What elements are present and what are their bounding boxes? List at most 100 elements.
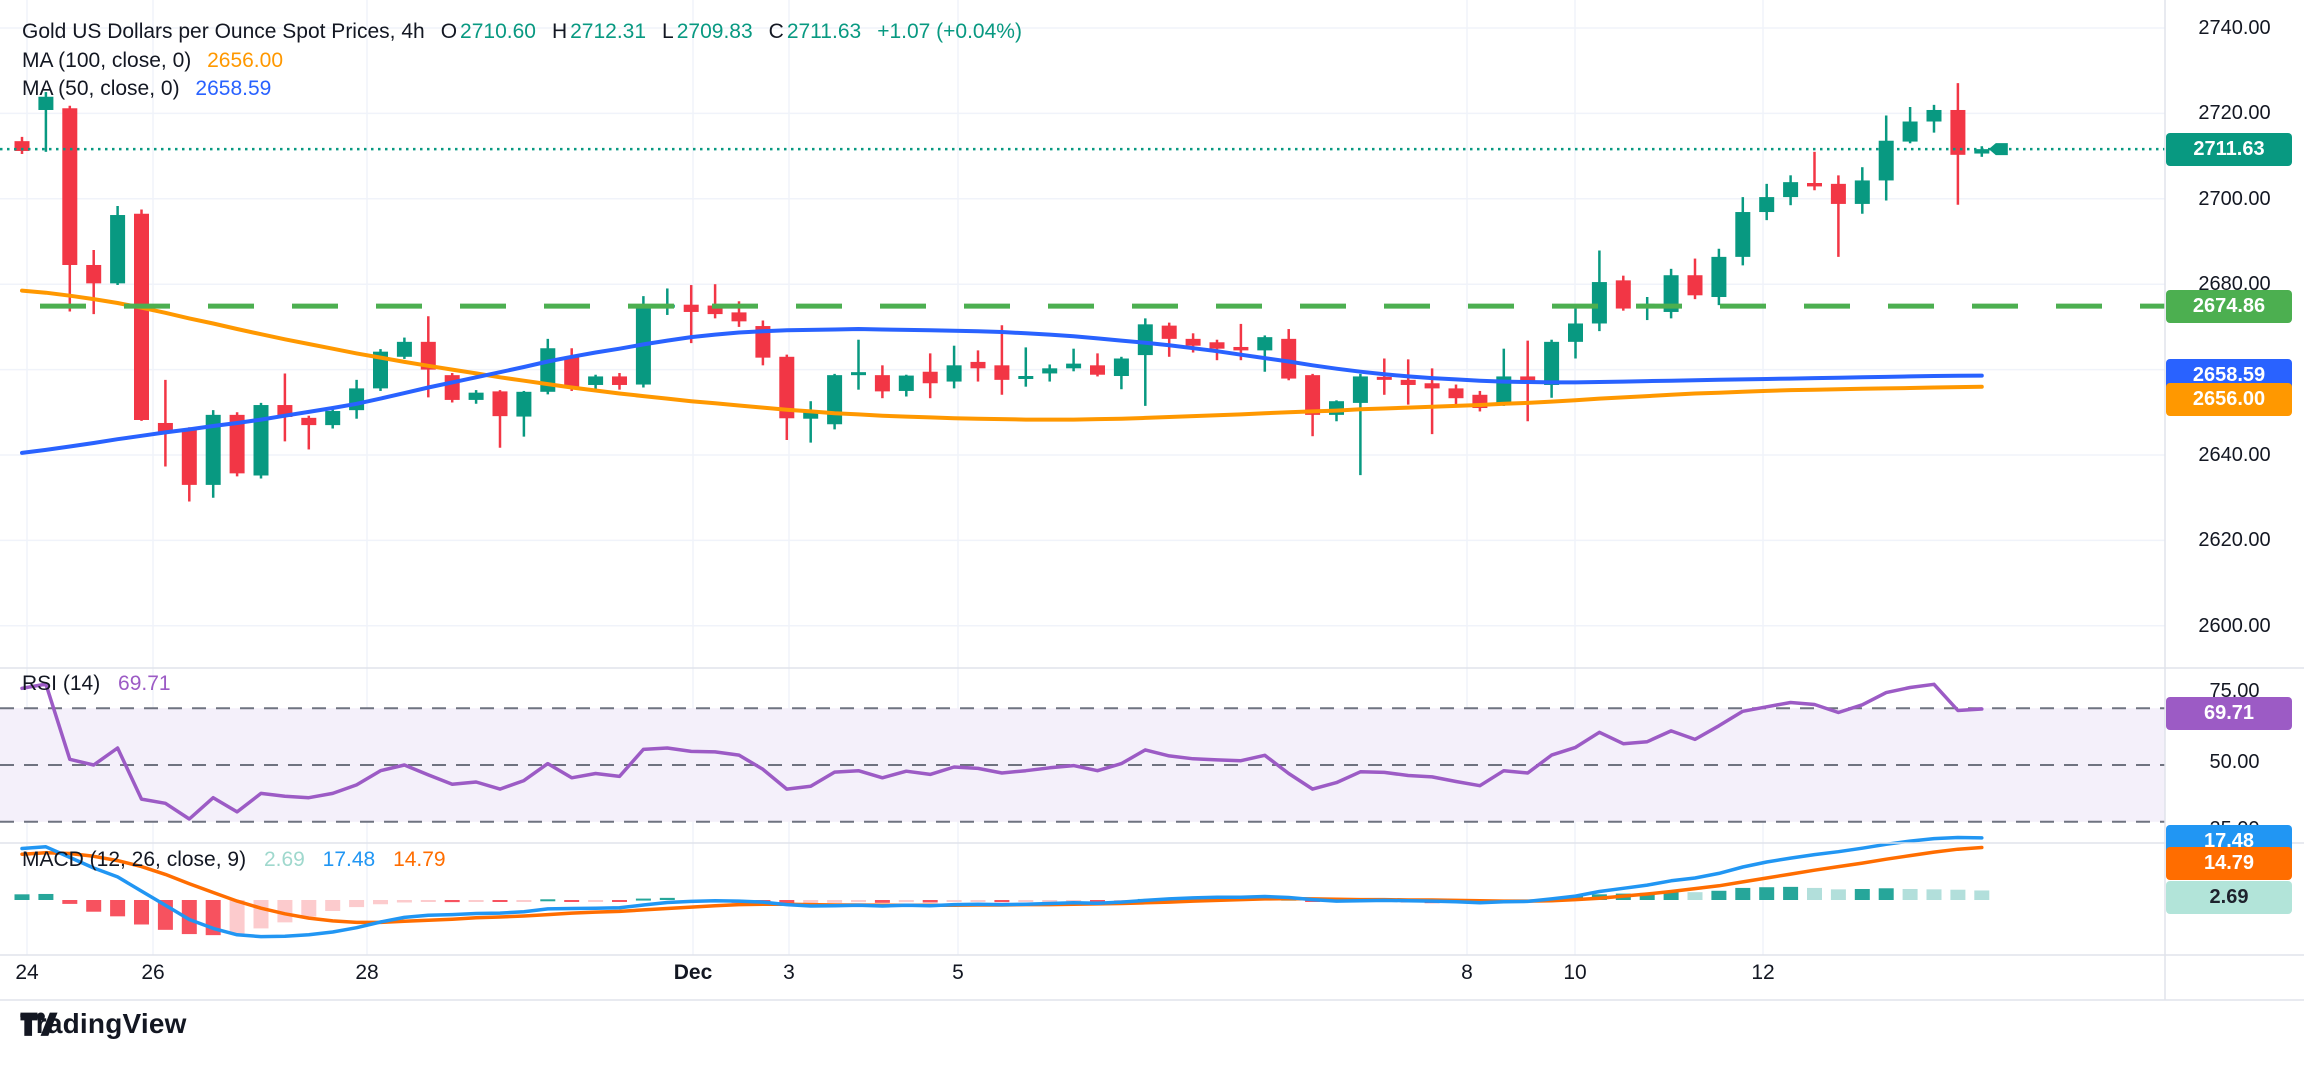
- macd-hist-bar: [1018, 900, 1034, 902]
- macd-hist-bar: [420, 900, 436, 902]
- macd-hist-bar: [444, 900, 460, 903]
- candle-body: [1807, 183, 1822, 187]
- macd-hist-bar: [659, 897, 675, 900]
- candle-body: [205, 414, 221, 485]
- macd-hist-bar: [62, 900, 78, 904]
- level-price-badge: 2674.86: [2166, 289, 2292, 323]
- macd-hist-bar: [468, 900, 484, 902]
- macd-hist-bar: [1759, 887, 1775, 900]
- macd-hist-bar: [349, 900, 365, 908]
- ohlc-close: C 2711.63: [768, 20, 862, 43]
- macd-hist-bar: [110, 900, 126, 917]
- ma50-value: 2658.59: [195, 77, 272, 100]
- candle-body: [1161, 325, 1177, 339]
- macd-hist-bar: [898, 900, 914, 903]
- macd-hist-bar: [779, 900, 795, 904]
- macd-hist-bar: [1902, 888, 1918, 900]
- macd-signal-badge: 14.79: [2166, 846, 2292, 880]
- ma100-value: 2656.00: [207, 49, 284, 72]
- macd-hist-bar: [38, 893, 54, 900]
- tradingview-logo-icon: [20, 1012, 58, 1036]
- candle-body: [1663, 275, 1679, 312]
- candle-body: [1066, 363, 1082, 369]
- macd-hist-value: 2.69: [263, 848, 305, 871]
- candle-body: [1209, 342, 1225, 349]
- macd-hist-bar: [540, 899, 556, 902]
- ohlc-high: H 2712.31: [551, 20, 647, 43]
- macd-hist-bar: [325, 900, 341, 912]
- candle-body: [779, 356, 795, 419]
- candle-body: [229, 414, 245, 474]
- rsi-axis-label: 75.00: [2209, 680, 2260, 702]
- candle-body: [612, 376, 627, 385]
- macd-hist-bar: [1663, 891, 1679, 900]
- macd-hist-bar: [492, 900, 508, 902]
- time-axis-label: 5: [952, 961, 964, 984]
- candle-body: [1735, 212, 1751, 257]
- macd-hist-bar: [86, 900, 102, 912]
- macd-hist-bar: [1042, 900, 1058, 902]
- tradingview-logo[interactable]: TradingView: [20, 1008, 187, 1040]
- macd-line: [20, 835, 1984, 939]
- candle-body: [1090, 365, 1105, 375]
- macd-hist-bar: [874, 900, 890, 903]
- ma100-legend[interactable]: MA (100, close, 0) 2656.00: [22, 49, 283, 73]
- candle-body: [301, 417, 317, 426]
- rsi-legend[interactable]: RSI (14) 69.71: [22, 672, 171, 696]
- rsi-pane[interactable]: [0, 668, 2165, 843]
- time-axis-label: 24: [15, 961, 39, 984]
- candle-body: [1759, 197, 1775, 213]
- candle-body: [1448, 388, 1464, 399]
- ma100-price-badge: 2656.00: [2166, 383, 2292, 417]
- candle-body: [1233, 346, 1249, 351]
- macd-hist-bar: [851, 900, 866, 903]
- macd-hist-bar: [1687, 892, 1703, 900]
- candle-body: [994, 365, 1010, 380]
- candle-body: [1376, 376, 1392, 380]
- candle-body: [38, 96, 54, 110]
- symbol-legend[interactable]: Gold US Dollars per Ounce Spot Prices, 4…: [22, 20, 1022, 44]
- candle-body: [62, 108, 78, 265]
- candle-body: [683, 304, 699, 312]
- macd-hist-bar: [612, 900, 627, 902]
- ma50-label: MA (50, close, 0): [22, 77, 180, 100]
- candle-body: [468, 392, 484, 400]
- ma100-label: MA (100, close, 0): [22, 49, 192, 72]
- candle-body: [1042, 368, 1058, 374]
- ma50-legend[interactable]: MA (50, close, 0) 2658.59: [22, 77, 271, 101]
- candle-body: [1018, 376, 1034, 380]
- macd-hist-bar: [994, 900, 1010, 903]
- candle-body: [874, 375, 890, 392]
- macd-hist-bar: [1639, 892, 1655, 900]
- candle-body: [277, 405, 293, 417]
- candle-body: [1568, 323, 1583, 342]
- candle-body: [420, 341, 436, 370]
- candle-body: [516, 391, 532, 417]
- ma50-line: [20, 327, 1984, 455]
- macd-hist-bar: [1878, 888, 1894, 900]
- candle-body: [1424, 383, 1440, 389]
- candle-body: [1113, 358, 1129, 377]
- main-chart-pane[interactable]: [0, 0, 2165, 668]
- macd-hist-bar: [1854, 888, 1870, 900]
- candle-body: [253, 405, 269, 476]
- candle-body: [1950, 109, 1966, 155]
- time-axis[interactable]: [0, 955, 2165, 1000]
- candle-body: [14, 141, 30, 151]
- candle-body: [157, 422, 173, 432]
- candle-body: [755, 326, 771, 358]
- macd-hist-bar: [946, 900, 962, 902]
- symbol-title: Gold US Dollars per Ounce Spot Prices, 4…: [22, 20, 425, 43]
- macd-legend[interactable]: MACD (12, 26, close, 9) 2.69 17.48 14.79: [22, 848, 446, 872]
- macd-hist-bar: [1090, 900, 1105, 902]
- macd-hist-bar: [588, 900, 604, 902]
- candle-body: [1185, 338, 1201, 346]
- ohlc-open: O 2710.60: [440, 20, 536, 43]
- candle-body: [1520, 376, 1536, 382]
- candle-body: [1830, 183, 1846, 204]
- price-axis-label: 2720.00: [2198, 102, 2271, 125]
- macd-hist-bar: [922, 900, 938, 903]
- time-axis-label: 10: [1563, 961, 1587, 984]
- macd-hist-bar: [14, 894, 30, 900]
